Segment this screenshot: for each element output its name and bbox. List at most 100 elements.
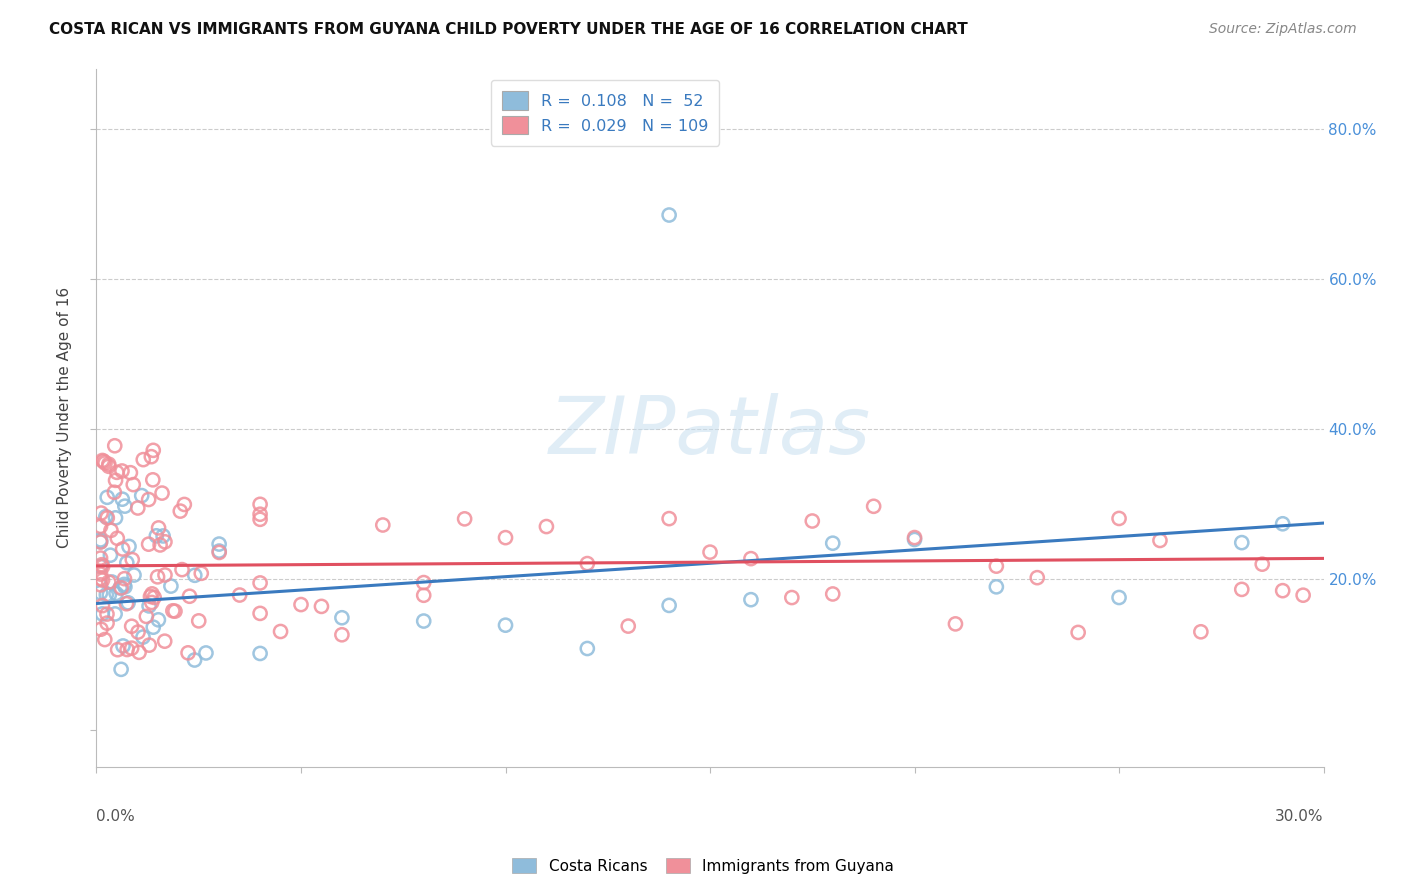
Costa Ricans [131, 489, 153, 503]
Immigrants from Guyana [107, 642, 129, 657]
Costa Ricans [986, 580, 1008, 594]
Immigrants from Guyana [576, 557, 599, 571]
Costa Ricans [138, 599, 160, 613]
Immigrants from Guyana [179, 589, 201, 603]
Costa Ricans [115, 556, 138, 570]
Immigrants from Guyana [127, 625, 149, 640]
Immigrants from Guyana [90, 567, 112, 582]
Costa Ricans [110, 662, 132, 676]
Immigrants from Guyana [104, 439, 127, 453]
Immigrants from Guyana [801, 514, 824, 528]
Immigrants from Guyana [1108, 511, 1130, 525]
Immigrants from Guyana [141, 450, 163, 464]
Immigrants from Guyana [138, 492, 160, 507]
Immigrants from Guyana [111, 464, 134, 478]
Costa Ricans [104, 511, 127, 525]
Costa Ricans [1230, 535, 1253, 549]
Immigrants from Guyana [105, 531, 128, 545]
Legend: R =  0.108   N =  52, R =  0.029   N = 109: R = 0.108 N = 52, R = 0.029 N = 109 [491, 80, 718, 145]
Costa Ricans [114, 499, 136, 513]
Costa Ricans [122, 568, 145, 582]
Immigrants from Guyana [1189, 624, 1212, 639]
Costa Ricans [104, 607, 127, 621]
Immigrants from Guyana [115, 597, 138, 611]
Immigrants from Guyana [105, 466, 128, 480]
Costa Ricans [330, 611, 353, 625]
Costa Ricans [96, 588, 118, 602]
Immigrants from Guyana [110, 581, 132, 595]
Costa Ricans [90, 533, 112, 547]
Immigrants from Guyana [94, 456, 117, 470]
Immigrants from Guyana [173, 498, 195, 512]
Immigrants from Guyana [1292, 588, 1315, 602]
Costa Ricans [112, 577, 135, 591]
Costa Ricans [1271, 516, 1294, 531]
Immigrants from Guyana [94, 632, 117, 647]
Immigrants from Guyana [120, 466, 142, 480]
Immigrants from Guyana [187, 614, 209, 628]
Costa Ricans [658, 599, 681, 613]
Costa Ricans [96, 491, 118, 505]
Costa Ricans [100, 548, 122, 562]
Costa Ricans [208, 537, 231, 551]
Immigrants from Guyana [495, 531, 517, 545]
Immigrants from Guyana [111, 541, 134, 556]
Y-axis label: Child Poverty Under the Age of 16: Child Poverty Under the Age of 16 [58, 287, 72, 549]
Immigrants from Guyana [190, 566, 212, 581]
Immigrants from Guyana [228, 588, 250, 602]
Immigrants from Guyana [412, 575, 434, 590]
Immigrants from Guyana [142, 473, 165, 487]
Costa Ricans [90, 559, 112, 574]
Immigrants from Guyana [536, 519, 558, 533]
Immigrants from Guyana [97, 459, 120, 474]
Immigrants from Guyana [903, 531, 925, 545]
Immigrants from Guyana [128, 645, 150, 659]
Immigrants from Guyana [453, 512, 475, 526]
Immigrants from Guyana [1067, 625, 1090, 640]
Immigrants from Guyana [90, 519, 112, 533]
Costa Ricans [194, 646, 217, 660]
Costa Ricans [142, 620, 165, 634]
Immigrants from Guyana [249, 507, 271, 521]
Immigrants from Guyana [97, 575, 120, 590]
Immigrants from Guyana [135, 609, 157, 624]
Immigrants from Guyana [139, 590, 162, 604]
Costa Ricans [132, 630, 155, 644]
Immigrants from Guyana [249, 512, 271, 526]
Immigrants from Guyana [617, 619, 640, 633]
Immigrants from Guyana [1251, 557, 1274, 571]
Immigrants from Guyana [91, 559, 114, 574]
Immigrants from Guyana [1230, 582, 1253, 597]
Immigrants from Guyana [986, 559, 1008, 574]
Immigrants from Guyana [249, 607, 271, 621]
Costa Ricans [90, 585, 112, 599]
Immigrants from Guyana [141, 587, 163, 601]
Costa Ricans [495, 618, 517, 632]
Immigrants from Guyana [249, 497, 271, 511]
Immigrants from Guyana [177, 646, 200, 660]
Immigrants from Guyana [93, 454, 115, 468]
Immigrants from Guyana [121, 619, 143, 633]
Immigrants from Guyana [149, 538, 172, 552]
Costa Ricans [183, 653, 205, 667]
Immigrants from Guyana [91, 599, 114, 613]
Costa Ricans [903, 533, 925, 547]
Immigrants from Guyana [862, 500, 884, 514]
Costa Ricans [184, 568, 207, 582]
Costa Ricans [740, 592, 762, 607]
Immigrants from Guyana [162, 604, 184, 618]
Immigrants from Guyana [170, 563, 193, 577]
Immigrants from Guyana [90, 622, 112, 636]
Immigrants from Guyana [121, 641, 143, 656]
Immigrants from Guyana [153, 568, 176, 582]
Immigrants from Guyana [780, 591, 803, 605]
Costa Ricans [108, 581, 131, 595]
Immigrants from Guyana [96, 607, 118, 621]
Costa Ricans [111, 492, 134, 507]
Costa Ricans [160, 579, 183, 593]
Immigrants from Guyana [330, 628, 353, 642]
Costa Ricans [118, 540, 141, 554]
Immigrants from Guyana [412, 588, 434, 602]
Costa Ricans [1108, 591, 1130, 605]
Costa Ricans [112, 639, 135, 653]
